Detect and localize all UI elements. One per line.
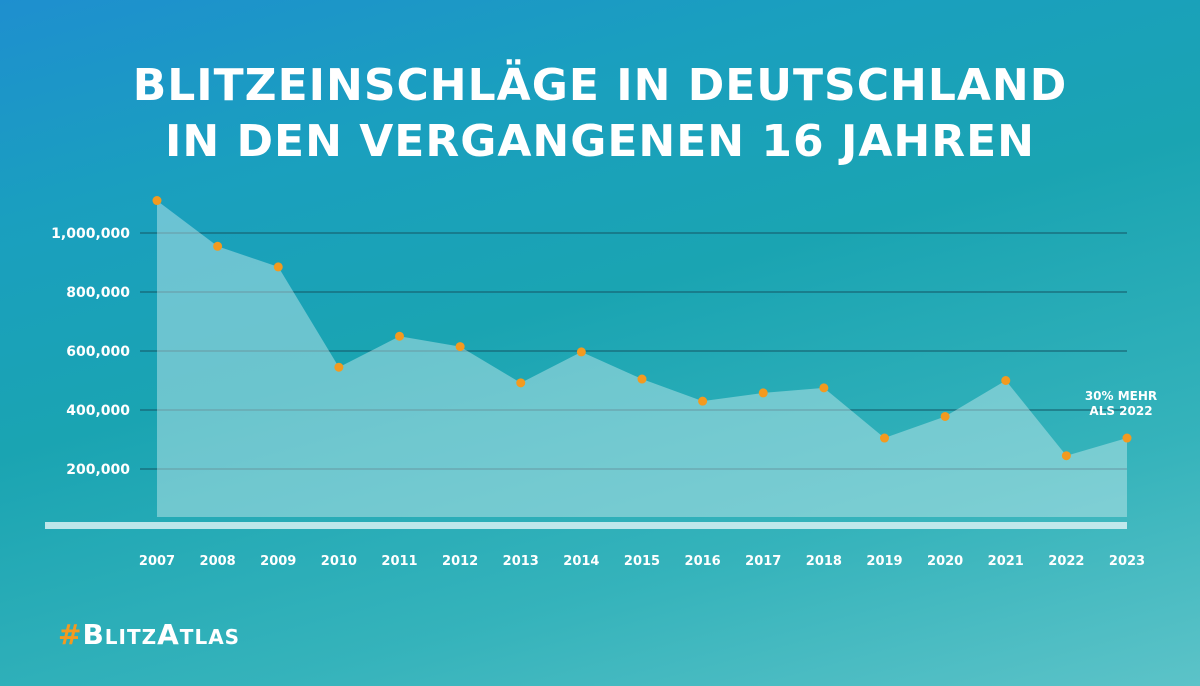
data-point-2020 bbox=[940, 411, 950, 421]
x-tick-label-2009: 2009 bbox=[260, 554, 296, 569]
data-point-2007 bbox=[152, 196, 162, 206]
strikes-area bbox=[157, 200, 1127, 517]
x-tick-label-2020: 2020 bbox=[927, 554, 963, 569]
x-tick-label-2014: 2014 bbox=[563, 554, 599, 569]
y-tick-label: 1,000,000 bbox=[51, 226, 130, 242]
data-point-2017 bbox=[758, 388, 768, 398]
chart-title-line-2: IN DEN VERGANGENEN 16 JAHREN bbox=[165, 116, 1035, 167]
y-tick-label: 400,000 bbox=[66, 403, 130, 419]
x-tick-label-2017: 2017 bbox=[745, 554, 781, 569]
data-point-2009 bbox=[273, 262, 283, 272]
x-tick-label-2022: 2022 bbox=[1048, 554, 1084, 569]
hashtag-symbol: # bbox=[58, 618, 83, 651]
x-tick-label-2015: 2015 bbox=[624, 554, 660, 569]
x-axis-ticks: 2007 2008 2009 2010 2011 2012 2013 2014 2015 2016… bbox=[139, 554, 1145, 569]
x-tick-label-2023: 2023 bbox=[1109, 554, 1145, 569]
x-tick-label-2011: 2011 bbox=[381, 554, 417, 569]
x-tick-label-2021: 2021 bbox=[988, 554, 1024, 569]
x-tick-label-2007: 2007 bbox=[139, 554, 175, 569]
data-point-2023 bbox=[1122, 433, 1132, 443]
annotation-line-1: 30% MEHR bbox=[1085, 389, 1157, 403]
y-tick-label: 800,000 bbox=[66, 285, 130, 301]
data-points bbox=[152, 196, 1132, 461]
data-point-2014 bbox=[576, 347, 586, 357]
chart-title: BLITZEINSCHLÄGE IN DEUTSCHLAND IN DEN VE… bbox=[0, 58, 1200, 170]
data-point-2016 bbox=[698, 396, 708, 406]
data-point-2010 bbox=[334, 362, 344, 372]
x-tick-label-2012: 2012 bbox=[442, 554, 478, 569]
chart-title-line-1: BLITZEINSCHLÄGE IN DEUTSCHLAND bbox=[132, 60, 1068, 111]
x-tick-label-2013: 2013 bbox=[503, 554, 539, 569]
data-point-2008 bbox=[213, 241, 223, 251]
y-axis-ticks: 200,000 400,000 600,000 800,000 1,000,000 bbox=[51, 226, 130, 478]
data-point-2013 bbox=[516, 378, 526, 388]
x-tick-label-2008: 2008 bbox=[200, 554, 236, 569]
data-point-2015 bbox=[637, 374, 647, 384]
data-point-2011 bbox=[395, 331, 404, 341]
x-tick-label-2018: 2018 bbox=[806, 554, 842, 569]
y-gridlines bbox=[140, 232, 1127, 470]
x-tick-label-2019: 2019 bbox=[866, 554, 902, 569]
data-point-2022 bbox=[1061, 451, 1071, 461]
annotation-line-2: ALS 2022 bbox=[1089, 404, 1152, 418]
data-point-2021 bbox=[1001, 376, 1011, 385]
y-tick-label: 600,000 bbox=[66, 344, 130, 360]
data-point-2019 bbox=[880, 433, 889, 443]
blitzatlas-hashtag: #BlitzAtlas bbox=[58, 618, 240, 651]
x-tick-label-2016: 2016 bbox=[685, 554, 721, 569]
data-point-2018 bbox=[819, 383, 829, 393]
data-point-2012 bbox=[455, 342, 465, 352]
x-tick-label-2010: 2010 bbox=[321, 554, 357, 569]
x-axis-baseline bbox=[45, 522, 1127, 529]
y-tick-label: 200,000 bbox=[66, 462, 130, 478]
hashtag-word: BlitzAtlas bbox=[82, 618, 241, 651]
